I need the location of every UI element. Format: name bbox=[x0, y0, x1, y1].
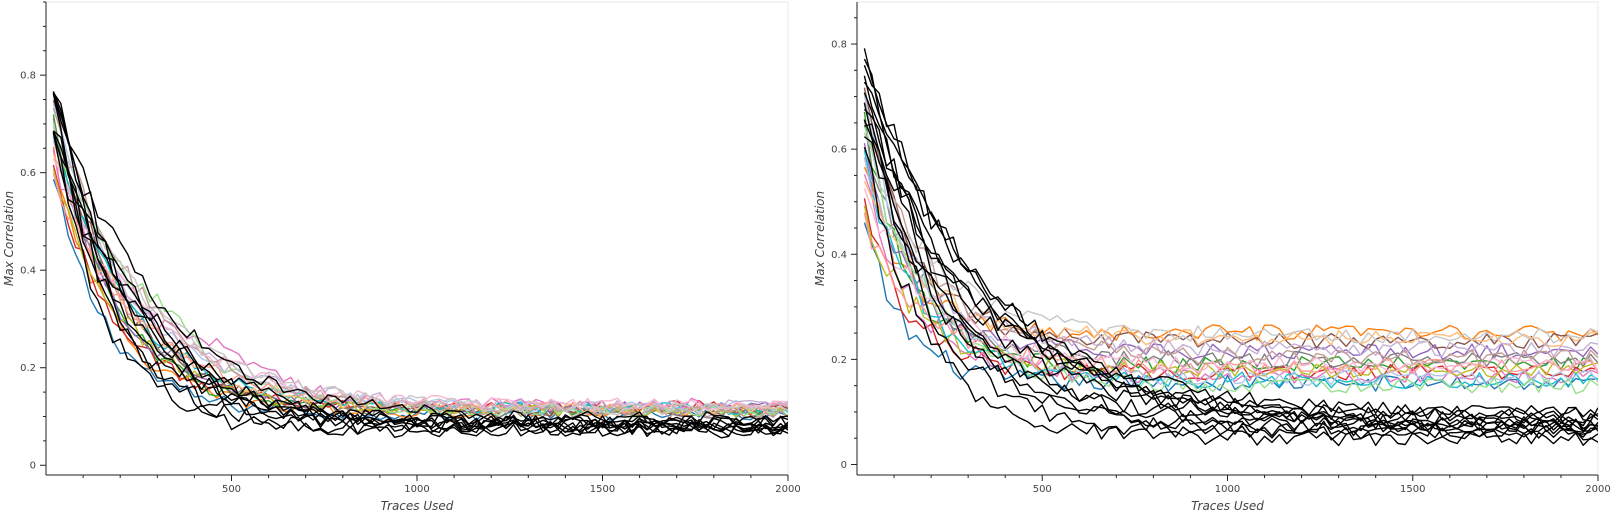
series-line-colored bbox=[52, 122, 788, 418]
series-group bbox=[863, 48, 1598, 447]
y-tick-label: 0.8 bbox=[20, 71, 36, 82]
series-line-black bbox=[863, 146, 1598, 447]
series-line-black bbox=[863, 75, 1598, 433]
x-axis-label: Traces Used bbox=[1191, 499, 1264, 513]
series-line-black bbox=[864, 123, 1598, 432]
series-line-colored bbox=[863, 94, 1598, 386]
chart-panel-2: 500 1000 1500 2000 0 0.2 0.4 0.6 0.8 Traces Used M… bbox=[813, 1, 1611, 513]
series-line-colored bbox=[863, 125, 1598, 395]
series-line-black bbox=[52, 91, 788, 425]
x-tick-label: 2000 bbox=[1585, 484, 1610, 495]
x-tick-label: 2000 bbox=[775, 484, 800, 495]
y-tick-label: 0 bbox=[841, 460, 847, 471]
series-line-colored bbox=[52, 158, 788, 411]
series-line-black bbox=[863, 48, 1598, 424]
series-line-colored bbox=[52, 126, 788, 416]
y-tick-label: 0.6 bbox=[831, 145, 847, 156]
series-line-black bbox=[52, 93, 788, 437]
y-tick-label: 0.8 bbox=[831, 40, 847, 51]
x-tick-label: 500 bbox=[1033, 484, 1052, 495]
series-line-black bbox=[863, 58, 1598, 438]
x-tick-label: 1000 bbox=[404, 484, 429, 495]
x-tick-label: 1000 bbox=[1215, 484, 1240, 495]
series-line-colored bbox=[52, 178, 788, 421]
chart-panel-1: 500 1000 1500 2000 0 0.2 0.4 0.6 0.8 Traces Used M… bbox=[2, 1, 801, 513]
series-line-colored bbox=[863, 188, 1598, 373]
plot-area bbox=[856, 1, 1599, 476]
x-tick-label: 1500 bbox=[590, 484, 615, 495]
series-line-colored bbox=[863, 157, 1598, 357]
series-line-colored bbox=[863, 222, 1598, 392]
y-tick-label: 0.2 bbox=[831, 355, 847, 366]
y-tick-label: 0.4 bbox=[831, 250, 847, 261]
x-tick-label: 1500 bbox=[1400, 484, 1425, 495]
series-line-colored bbox=[52, 107, 788, 420]
y-tick-label: 0 bbox=[30, 461, 36, 472]
series-line-colored bbox=[52, 140, 788, 412]
y-axis-label: Max Correlation bbox=[2, 191, 16, 286]
series-line-black bbox=[52, 130, 788, 432]
series-line-black bbox=[863, 119, 1598, 436]
series-line-black bbox=[863, 81, 1598, 434]
y-tick-label: 0.4 bbox=[20, 266, 36, 277]
x-axis-label: Traces Used bbox=[381, 499, 454, 513]
series-line-black bbox=[863, 92, 1598, 428]
series-line-colored bbox=[863, 132, 1598, 344]
y-tick-label: 0.6 bbox=[20, 168, 36, 179]
series-line-colored bbox=[863, 166, 1598, 342]
series-line-colored bbox=[863, 142, 1598, 361]
series-line-black bbox=[863, 108, 1598, 422]
y-tick-label: 0.2 bbox=[20, 363, 36, 374]
x-tick-label: 500 bbox=[222, 484, 241, 495]
series-line-black bbox=[863, 65, 1598, 418]
series-group bbox=[52, 91, 788, 439]
y-axis-label: Max Correlation bbox=[813, 191, 827, 286]
